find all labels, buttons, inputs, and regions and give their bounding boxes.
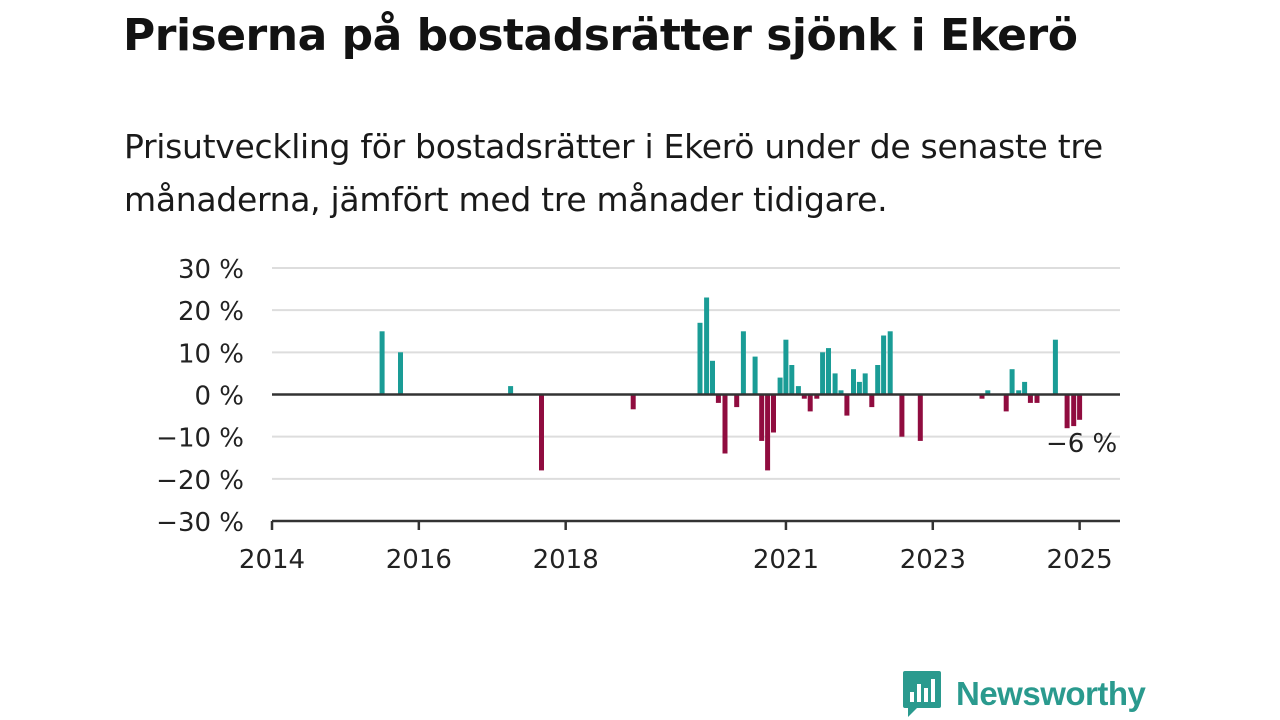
y-tick-label: 10 %	[178, 339, 244, 369]
bar	[740, 331, 746, 395]
bar	[899, 394, 905, 437]
y-tick-label: 20 %	[178, 297, 244, 327]
bar	[704, 297, 710, 395]
x-tick-label: 2021	[753, 545, 819, 575]
brand-name: Newsworthy	[956, 675, 1146, 712]
bar	[765, 394, 771, 471]
bar	[862, 373, 868, 395]
bar	[759, 394, 765, 441]
x-axis: 2014 2016 2018 2021 2023 2025	[239, 393, 1120, 575]
bar	[734, 394, 740, 408]
bar	[1003, 394, 1009, 412]
bar	[777, 377, 783, 395]
y-tick-label: −10 %	[156, 424, 244, 454]
bar	[1077, 394, 1083, 420]
bar	[1071, 394, 1077, 427]
annotations: −6 %	[1046, 429, 1117, 459]
bar	[715, 394, 721, 403]
latest-value-annotation: −6 %	[1046, 429, 1117, 459]
bar	[789, 365, 795, 395]
bar	[881, 335, 887, 395]
bar	[985, 390, 991, 395]
bar	[979, 394, 985, 399]
x-tick-label: 2016	[386, 545, 452, 575]
bar	[398, 352, 403, 395]
bar	[917, 394, 923, 441]
bar	[795, 386, 801, 395]
bar	[1052, 339, 1058, 395]
grid-lines	[272, 267, 1120, 480]
bar	[752, 356, 758, 395]
bar	[814, 394, 820, 399]
y-tick-label: −30 %	[156, 508, 244, 538]
x-tick-label: 2014	[239, 545, 305, 575]
bar	[844, 394, 850, 416]
bar	[630, 394, 636, 410]
bar	[771, 394, 776, 433]
x-tick-label: 2023	[900, 545, 966, 575]
bar	[1064, 394, 1070, 429]
bar	[856, 381, 862, 395]
x-tick-label: 2025	[1047, 545, 1113, 575]
y-tick-label: −20 %	[156, 466, 244, 496]
bar	[539, 394, 544, 471]
bar	[832, 373, 838, 395]
bar	[697, 322, 703, 395]
bar	[875, 365, 881, 395]
y-axis-labels: 30 % 20 % 10 % 0 % −10 % −20 % −30 %	[156, 255, 244, 538]
chart-title: Priserna på bostadsrätter sjönk i Ekerö	[123, 10, 1078, 61]
bars	[379, 297, 1083, 471]
bar	[508, 386, 514, 395]
bar	[710, 360, 715, 395]
bar	[838, 390, 844, 395]
bar	[820, 352, 826, 395]
y-tick-label: 0 %	[194, 382, 244, 412]
bar	[887, 331, 893, 395]
bar	[801, 394, 807, 399]
bar	[1027, 394, 1033, 403]
bar	[379, 331, 385, 395]
bar	[1009, 369, 1015, 395]
y-tick-label: 30 %	[178, 255, 244, 285]
bar	[1034, 394, 1040, 403]
x-tick-label: 2018	[533, 545, 599, 575]
bar-chart-speech-bubble-icon	[903, 671, 941, 717]
bar	[826, 348, 831, 395]
chart-subtitle: Prisutveckling för bostadsrätter i Ekerö…	[124, 127, 1103, 219]
bar	[1016, 390, 1022, 395]
bar	[851, 369, 856, 395]
bar	[722, 394, 728, 454]
brand: Newsworthy	[902, 670, 1146, 718]
bar	[1022, 381, 1028, 395]
bar	[869, 394, 875, 408]
bar	[807, 394, 813, 412]
bar	[783, 339, 789, 395]
